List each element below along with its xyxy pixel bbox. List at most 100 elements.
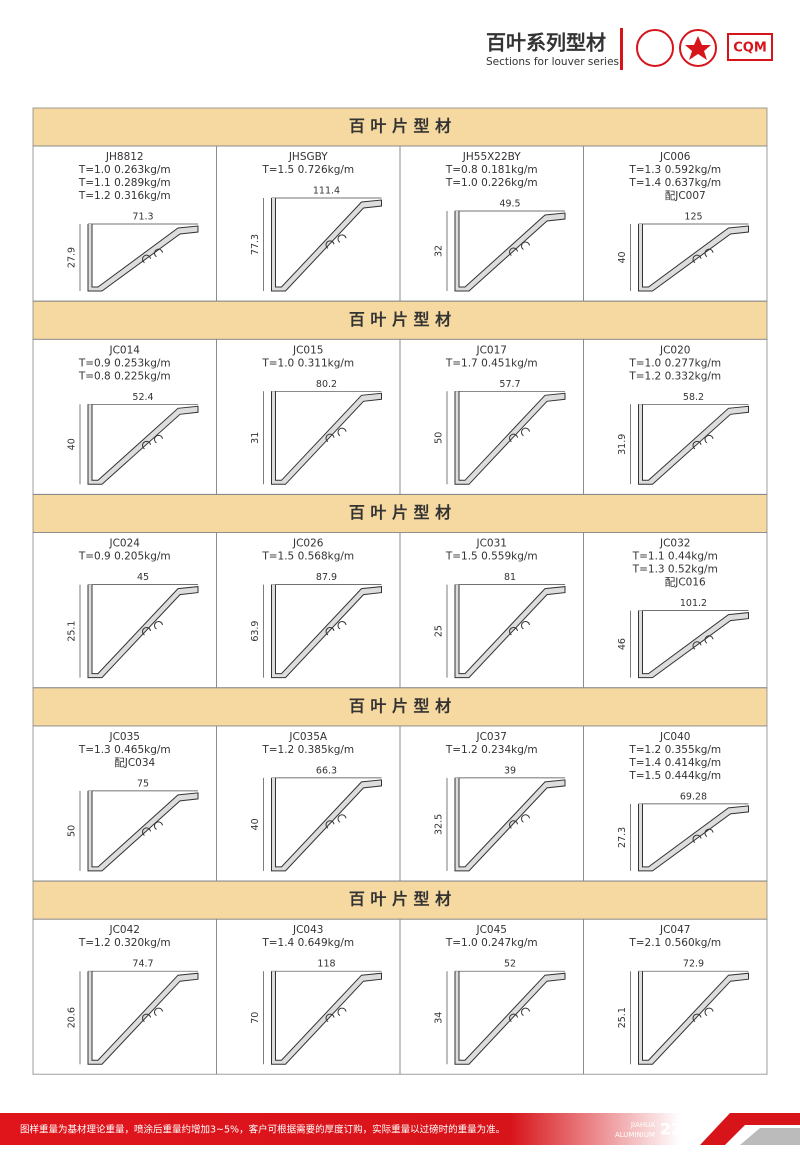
width-dim: 52: [504, 959, 516, 970]
profile-code: JC006: [659, 151, 691, 163]
logo-text: CQM: [733, 41, 767, 56]
height-dim: 32.5: [434, 814, 445, 835]
section-title: 百 叶 片 型 材: [349, 696, 451, 715]
width-dim: 75: [137, 778, 149, 789]
spec: T=0.8 0.225kg/m: [78, 370, 171, 382]
section-band: [32, 880, 768, 920]
hook: [142, 434, 163, 450]
spec: T=1.3 0.465kg/m: [78, 744, 171, 756]
profile-code: JC015: [292, 344, 323, 356]
profile-code: JC020: [659, 344, 690, 356]
hook: [142, 621, 163, 636]
note: 配JC034: [114, 757, 155, 769]
profile-code: JC035: [109, 731, 140, 743]
spec: T=1.2 0.316kg/m: [78, 190, 171, 202]
width-dim: 57.7: [499, 379, 520, 390]
decor: [700, 1113, 800, 1145]
hook: [325, 1007, 347, 1022]
width-dim: 80.2: [316, 379, 337, 390]
spec: T=1.5 0.568kg/m: [261, 551, 354, 563]
profile-code: JH8812: [105, 151, 144, 163]
section-title: 百 叶 片 型 材: [349, 503, 451, 522]
profile-code: JC024: [109, 538, 141, 550]
spec: T=1.4 0.649kg/m: [261, 937, 354, 949]
hook: [509, 427, 530, 443]
spec: T=1.2 0.332kg/m: [628, 370, 721, 382]
spec: T=1.0 0.226kg/m: [445, 177, 538, 189]
spec: T=1.0 0.263kg/m: [78, 164, 171, 176]
logo: [727, 33, 773, 61]
spec: T=1.2 0.320kg/m: [78, 937, 171, 949]
page-title: 百叶系列型材: [486, 31, 606, 55]
spec: T=1.1 0.289kg/m: [78, 177, 171, 189]
spec: T=1.2 0.234kg/m: [445, 744, 538, 756]
height-dim: 20.6: [67, 1007, 78, 1028]
spec: T=1.0 0.277kg/m: [628, 357, 721, 369]
brand: ALUMINIUM: [615, 1131, 655, 1139]
profile-code: JC042: [109, 924, 140, 936]
footer-band: [0, 1113, 680, 1145]
profile-code: JC035A: [288, 731, 327, 743]
height-dim: 40: [67, 438, 78, 450]
spec: T=2.1 0.560kg/m: [628, 937, 721, 949]
width-dim: 58.2: [683, 392, 704, 403]
profile-code: JC014: [109, 344, 141, 356]
width-dim: 52.4: [132, 392, 153, 403]
spec: T=1.0 0.247kg/m: [445, 937, 538, 949]
profile-code: JC040: [659, 731, 690, 743]
profile-code: JC037: [476, 731, 507, 743]
height-dim: 32: [434, 245, 445, 257]
width-dim: 81: [504, 572, 516, 583]
width-dim: 101.2: [680, 598, 707, 609]
spec: T=1.7 0.451kg/m: [445, 357, 538, 369]
spec: T=0.9 0.205kg/m: [78, 551, 171, 563]
height-dim: 25.1: [617, 1007, 628, 1028]
cell: [583, 918, 768, 1075]
hook: [142, 248, 163, 264]
hook: [692, 248, 714, 264]
width-dim: 87.9: [316, 572, 337, 583]
decor: [740, 1128, 800, 1145]
spec: T=1.3 0.52kg/m: [632, 564, 718, 576]
page-number: 227: [660, 1120, 693, 1139]
height-dim: 27.3: [617, 827, 628, 848]
hook: [692, 434, 714, 450]
height-dim: 50: [67, 825, 78, 837]
spec: T=1.5 0.726kg/m: [261, 164, 354, 176]
height-dim: 70: [250, 1012, 261, 1024]
hook: [692, 828, 714, 843]
note: 配JC016: [665, 577, 706, 589]
height-dim: 46: [617, 638, 628, 650]
profile-code: JC031: [476, 538, 507, 550]
profile-code: JC045: [476, 924, 507, 936]
logo-star: [685, 36, 711, 60]
spec: T=1.1 0.44kg/m: [632, 551, 718, 563]
height-dim: 50: [434, 432, 445, 444]
section-title: 百 叶 片 型 材: [349, 890, 451, 909]
note: 配JC007: [665, 190, 706, 202]
width-dim: 66.3: [316, 765, 337, 776]
height-dim: 25.1: [67, 621, 78, 642]
width-dim: 39: [504, 765, 516, 776]
hook: [509, 1007, 530, 1022]
spec: T=1.3 0.592kg/m: [628, 164, 721, 176]
width-dim: 72.9: [683, 959, 704, 970]
spec: T=1.2 0.355kg/m: [628, 744, 721, 756]
logo: [636, 29, 674, 67]
hook: [509, 241, 530, 256]
spec: T=1.0 0.311kg/m: [261, 357, 354, 369]
height-dim: 25: [434, 625, 445, 637]
section-title: 百 叶 片 型 材: [349, 117, 451, 136]
spec: T=0.8 0.181kg/m: [445, 164, 538, 176]
section-band: [32, 300, 768, 340]
profile-code: JH55X22BY: [462, 151, 522, 163]
spec: T=1.4 0.414kg/m: [628, 757, 721, 769]
height-dim: 63.9: [250, 621, 261, 642]
height-dim: 31.9: [617, 434, 628, 455]
width-dim: 71.3: [132, 212, 153, 223]
hook: [509, 621, 530, 636]
spec: T=1.2 0.385kg/m: [261, 744, 354, 756]
hook: [325, 814, 347, 829]
height-dim: 77.3: [250, 234, 261, 255]
